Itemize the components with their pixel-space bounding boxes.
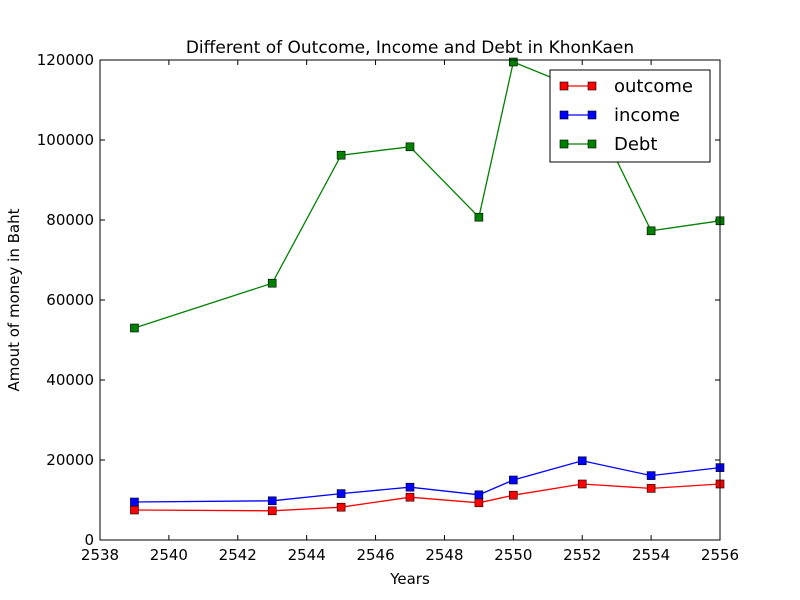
data-point-debt <box>130 323 139 333</box>
data-point-income <box>130 497 139 507</box>
y-tick-label: 120000 <box>37 51 94 69</box>
data-point-outcome <box>405 492 415 502</box>
legend-label-debt: Debt <box>614 134 657 155</box>
y-axis-label: Amout of money in Baht <box>5 208 23 391</box>
y-tick-label: 80000 <box>46 211 94 229</box>
data-point-debt <box>474 212 484 222</box>
legend-marker <box>587 139 597 149</box>
legend-marker <box>559 110 569 120</box>
legend-marker <box>559 81 569 91</box>
y-tick-label: 100000 <box>37 131 94 149</box>
data-point-income <box>577 456 587 466</box>
plot-frame <box>99 59 721 541</box>
data-point-debt <box>405 142 415 152</box>
y-tick-label: 20000 <box>46 451 94 469</box>
x-tick-label: 2538 <box>81 546 119 564</box>
data-point-debt <box>646 226 656 236</box>
data-point-outcome <box>336 502 346 512</box>
data-point-income <box>405 482 415 492</box>
data-point-outcome <box>474 498 484 508</box>
axis-ticks: 2538 2540 2542 2544 2546 2548 2550 2552 2554 2556… <box>37 51 739 564</box>
data-point-outcome <box>646 484 656 493</box>
legend-box <box>549 69 711 163</box>
legend: outcome income Debt <box>549 69 711 163</box>
data-point-debt <box>509 57 518 67</box>
x-tick-label: 2550 <box>494 546 532 564</box>
data-point-income <box>646 471 656 480</box>
x-tick-label: 2546 <box>356 546 394 564</box>
y-tick-label: 40000 <box>46 371 94 389</box>
y-tick-label: 0 <box>84 531 94 549</box>
data-point-outcome <box>509 490 518 500</box>
legend-label-outcome: outcome <box>614 76 693 97</box>
data-point-outcome <box>577 479 587 489</box>
chart-title: Different of Outcome, Income and Debt in… <box>186 38 634 58</box>
data-point-income <box>267 496 277 506</box>
data-point-debt <box>267 278 277 288</box>
x-tick-label: 2554 <box>632 546 670 564</box>
data-point-outcome <box>267 506 277 516</box>
x-tick-label: 2542 <box>219 546 257 564</box>
data-point-outcome <box>130 505 139 515</box>
legend-label-income: income <box>614 105 680 126</box>
data-point-income <box>336 489 346 498</box>
x-tick-label: 2552 <box>563 546 601 564</box>
legend-marker <box>587 110 597 120</box>
legend-marker <box>587 81 597 91</box>
data-point-income <box>509 475 518 485</box>
data-point-debt <box>336 150 346 160</box>
data-point-income <box>474 490 484 500</box>
x-tick-label: 2540 <box>150 546 188 564</box>
y-tick-label: 60000 <box>46 291 94 309</box>
legend-marker <box>559 139 569 149</box>
series-line-income <box>134 460 721 503</box>
series-lines <box>130 57 725 516</box>
x-tick-label: 2548 <box>425 546 463 564</box>
x-tick-label: 2556 <box>701 546 739 564</box>
series-line-outcome <box>134 483 721 512</box>
x-tick-label: 2544 <box>288 546 326 564</box>
x-axis-label: Years <box>389 570 430 588</box>
